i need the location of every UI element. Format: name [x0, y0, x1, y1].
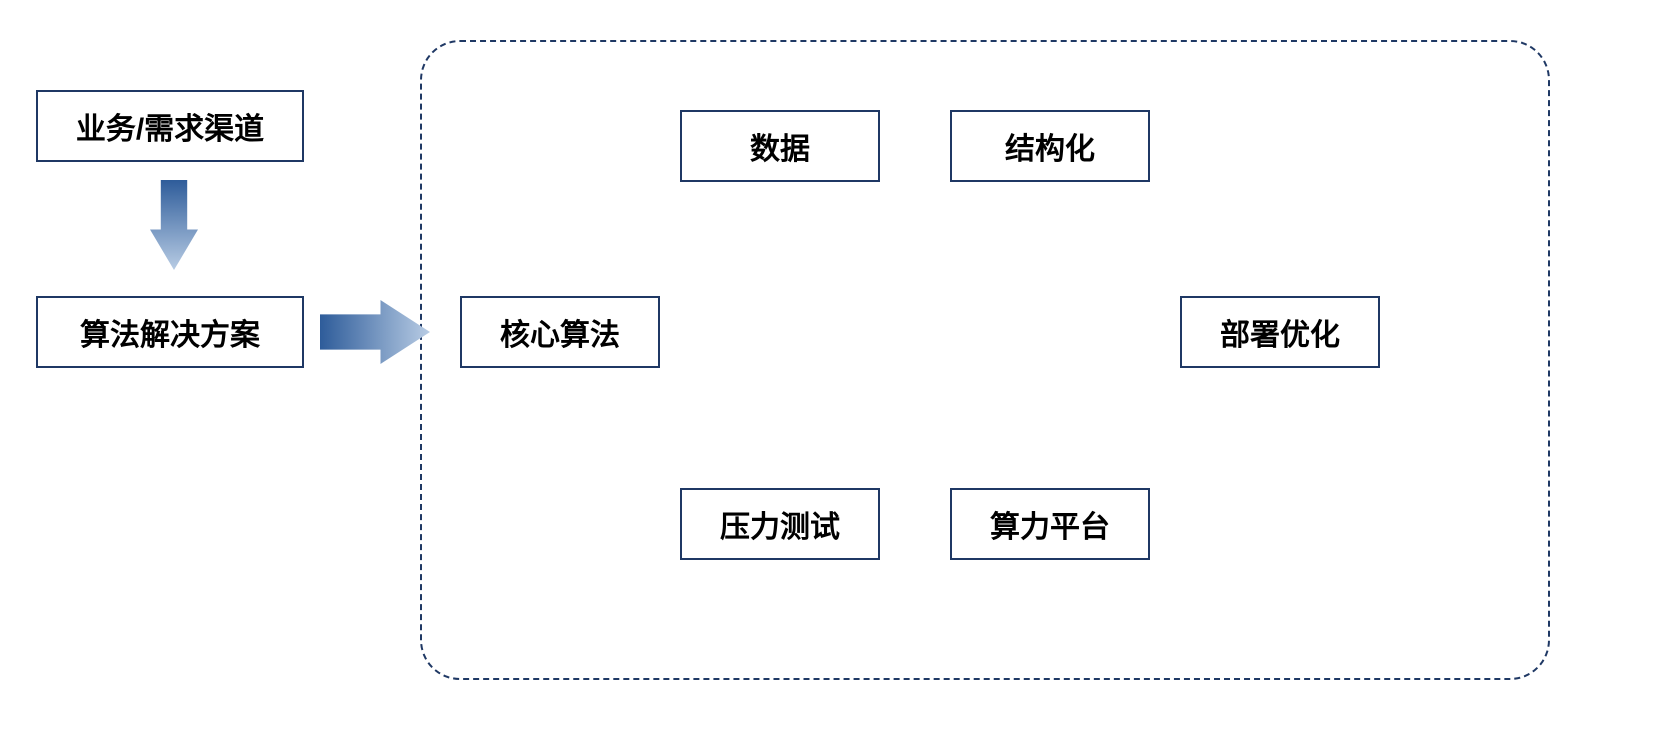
node-stress-test: 压力测试	[680, 488, 880, 560]
node-structured: 结构化	[950, 110, 1150, 182]
node-algo-solution: 算法解决方案	[36, 296, 304, 368]
node-label: 业务/需求渠道	[76, 104, 264, 148]
node-label: 数据	[750, 124, 810, 168]
node-label: 压力测试	[720, 502, 840, 546]
node-label: 结构化	[1005, 124, 1095, 168]
node-label: 算法解决方案	[80, 310, 260, 354]
node-compute-platform: 算力平台	[950, 488, 1150, 560]
node-label: 核心算法	[500, 310, 620, 354]
arrow-down-icon	[150, 180, 198, 270]
node-label: 部署优化	[1220, 310, 1340, 354]
node-data: 数据	[680, 110, 880, 182]
arrow-right-icon	[320, 300, 430, 364]
node-business-channel: 业务/需求渠道	[36, 90, 304, 162]
node-core-algo: 核心算法	[460, 296, 660, 368]
node-label: 算力平台	[990, 502, 1110, 546]
node-deploy-opt: 部署优化	[1180, 296, 1380, 368]
